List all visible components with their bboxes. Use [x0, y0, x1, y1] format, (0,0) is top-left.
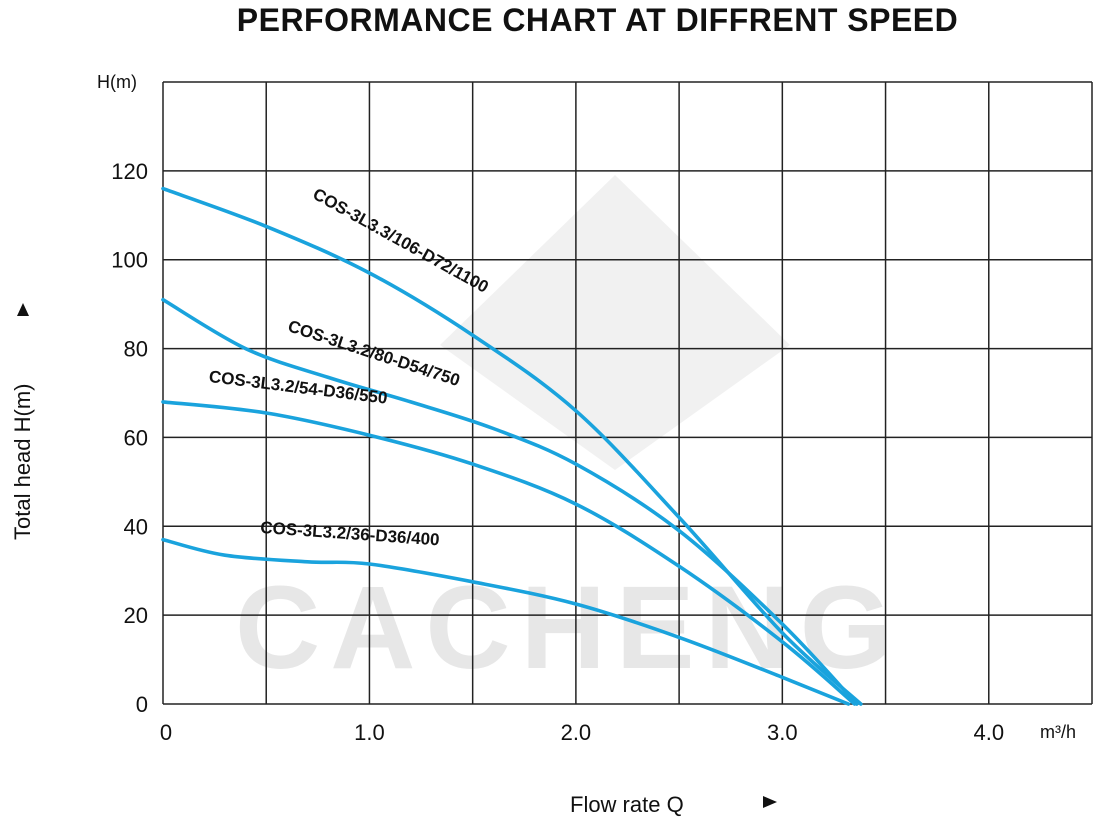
watermark-text: CACHENG — [235, 562, 902, 694]
x-unit-label: m³/h — [1040, 722, 1076, 742]
x-tick-label: 2.0 — [561, 720, 592, 745]
series-label: COS-3L3.2/54-D36/550 — [208, 367, 389, 408]
x-tick-label: 0 — [160, 720, 172, 745]
x-tick-label: 3.0 — [767, 720, 798, 745]
x-axis-title: Flow rate Q — [570, 792, 777, 817]
tick-labels: 0 20 40 60 80 100 120 0 1.0 2.0 3.0 4.0 — [111, 159, 1004, 745]
y-tick-label: 60 — [124, 425, 148, 450]
y-unit-label: H(m) — [97, 72, 137, 92]
y-tick-label: 0 — [136, 692, 148, 717]
watermark-logo — [440, 175, 790, 470]
series-line — [161, 537, 851, 706]
y-axis-arrow-icon — [17, 303, 29, 316]
y-tick-label: 100 — [111, 248, 148, 273]
x-axis-label: Flow rate Q — [570, 792, 684, 817]
series-label: COS-3L3.3/106-D72/1100 — [310, 184, 492, 296]
curve-labels: COS-3L3.3/106-D72/1100COS-3L3.2/80-D54/7… — [208, 184, 492, 549]
y-tick-label: 40 — [124, 514, 148, 539]
y-axis-label: Total head H(m) — [10, 383, 35, 540]
x-tick-label: 4.0 — [973, 720, 1004, 745]
series-line — [161, 186, 863, 706]
y-tick-label: 80 — [124, 337, 148, 362]
x-axis-arrow-icon — [763, 796, 777, 808]
x-tick-label: 1.0 — [354, 720, 385, 745]
y-tick-label: 20 — [124, 603, 148, 628]
chart-title: PERFORMANCE CHART AT DIFFRENT SPEED — [236, 2, 959, 38]
series-label: COS-3L3.2/36-D36/400 — [260, 518, 440, 549]
plot-grid — [162, 81, 1093, 705]
y-tick-label: 120 — [111, 159, 148, 184]
series-line — [161, 297, 859, 706]
series-line — [161, 400, 857, 706]
watermark: CACHENG — [235, 175, 902, 694]
y-axis-title: Total head H(m) — [10, 303, 35, 540]
curves — [161, 186, 863, 706]
